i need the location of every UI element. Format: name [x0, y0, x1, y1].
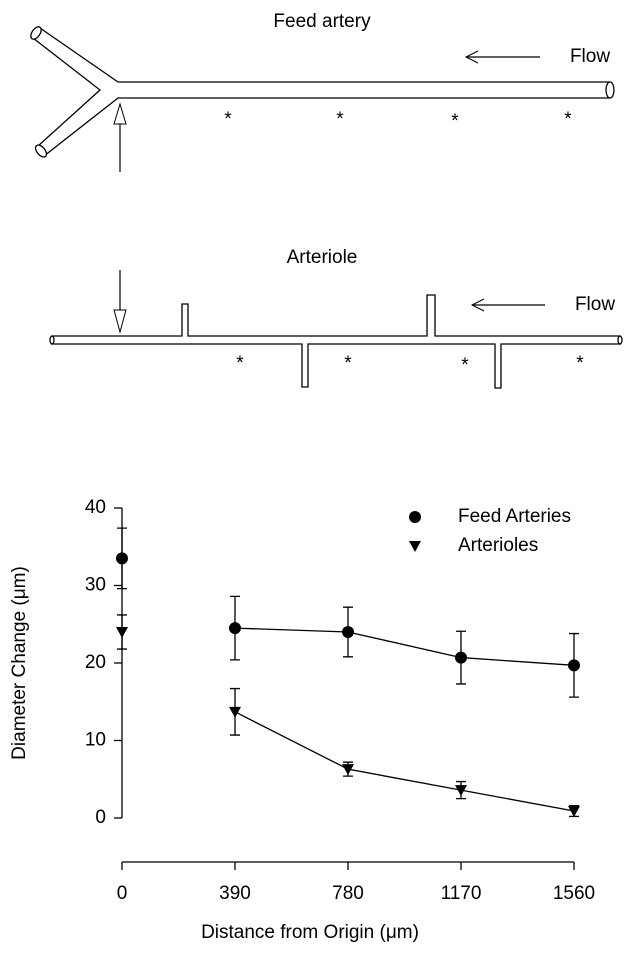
- diagram-label: Arteriole: [287, 247, 358, 268]
- marker: *: [224, 109, 232, 130]
- point: [568, 806, 580, 818]
- y-tick-label: 30: [85, 575, 106, 596]
- marker: *: [564, 109, 572, 130]
- legend-marker: [409, 511, 421, 523]
- vessel-end: [49, 335, 55, 345]
- marker: *: [576, 353, 584, 374]
- flow-label: Flow: [570, 46, 610, 67]
- point: [229, 622, 241, 635]
- marker: *: [451, 111, 459, 132]
- arrow-head: [470, 298, 485, 312]
- y-tick-label: 40: [85, 497, 106, 518]
- point: [342, 764, 354, 776]
- vessel-end: [30, 26, 42, 40]
- vessel-end: [605, 81, 615, 99]
- y-tick-label: 20: [85, 652, 106, 673]
- series-line: [234, 627, 575, 666]
- legend-marker: [409, 541, 421, 552]
- arrow-head: [113, 102, 127, 125]
- vessel-end: [617, 335, 623, 345]
- y-axis-label: Diameter Change (μm): [9, 566, 30, 760]
- x-tick-label: 1170: [441, 883, 482, 904]
- x-tick-label: 0: [117, 883, 128, 904]
- arrow-head: [464, 50, 479, 64]
- x-tick-label: 1560: [553, 883, 595, 904]
- plot: 0 10 20 30 40 0 390 780 1170 1560 Feed Arteries Art…: [85, 497, 595, 904]
- diagram-label: Feed artery: [273, 11, 371, 32]
- series-line: [234, 711, 575, 812]
- marker: *: [336, 109, 344, 130]
- x-tick-label: 390: [219, 883, 251, 904]
- point: [116, 552, 128, 565]
- point: [455, 785, 467, 797]
- marker: *: [236, 353, 244, 374]
- point: [342, 626, 354, 638]
- arteriole-vessel: [51, 294, 621, 389]
- legend-label: Arterioles: [458, 535, 538, 556]
- y-tick-label: 10: [85, 730, 106, 751]
- point: [229, 706, 241, 718]
- point: [568, 659, 580, 672]
- vessel-end: [34, 144, 48, 158]
- y-tick-label: 0: [95, 807, 106, 828]
- feed-artery-vessel: [32, 27, 610, 157]
- point: [455, 651, 467, 664]
- marker: *: [344, 353, 352, 374]
- arrow-head: [113, 309, 127, 334]
- x-axis-label: Distance from Origin (μm): [201, 922, 419, 943]
- x-tick-label: 780: [332, 883, 364, 904]
- point: [116, 627, 128, 638]
- marker: *: [461, 355, 469, 376]
- flow-label: Flow: [575, 294, 615, 315]
- legend-label: Feed Arteries: [458, 506, 571, 527]
